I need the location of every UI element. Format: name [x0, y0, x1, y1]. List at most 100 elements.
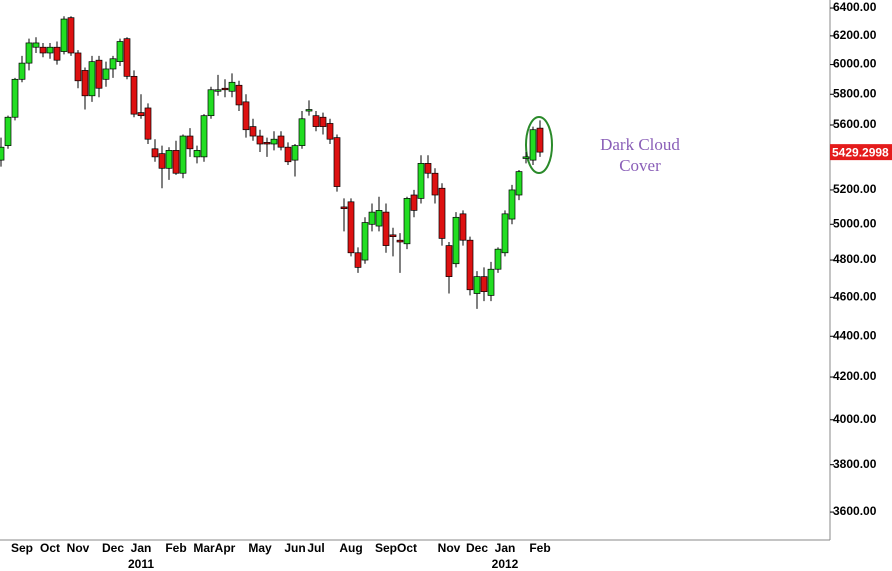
candle-body [382, 211, 390, 246]
candle-body [25, 42, 33, 64]
x-tick-label: Oct [40, 541, 60, 555]
candle-body [459, 213, 467, 241]
candle-body [186, 135, 194, 150]
x-tick-label: Apr [215, 541, 236, 555]
candle-body [67, 17, 75, 54]
candle-body [144, 107, 152, 140]
candle-body [221, 87, 229, 91]
x-tick-label: Feb [165, 541, 186, 555]
candle-body [424, 163, 432, 174]
candle-body [480, 276, 488, 292]
candle-body [242, 101, 250, 131]
x-tick-label: May [248, 541, 272, 555]
candle-body [312, 115, 320, 127]
candle-body [438, 187, 446, 239]
annotation: Dark Cloud [600, 135, 680, 154]
candle-body [361, 222, 369, 261]
x-tick-label: Mar [193, 541, 215, 555]
candle-body [452, 216, 460, 265]
x-tick-label: Nov [438, 541, 461, 555]
candle-body [228, 81, 236, 92]
y-tick-label: 6000.00 [833, 57, 877, 71]
candle-body [466, 239, 474, 291]
x-tick-label: Jul [307, 541, 324, 555]
candle-body [375, 210, 383, 227]
x-tick-label: Dec [466, 541, 488, 555]
candle-body [536, 127, 544, 153]
candle-body [431, 172, 439, 196]
candle-body [473, 276, 481, 294]
candle-body [179, 135, 187, 174]
x-tick-label: Sep [375, 541, 397, 555]
candle-body [249, 126, 257, 137]
candle-body [88, 61, 96, 97]
y-tick-label: 5200.00 [833, 182, 877, 196]
candle-body [522, 156, 530, 159]
candle-body [529, 129, 537, 161]
y-tick-label: 4000.00 [833, 412, 877, 426]
candle-body [368, 211, 376, 225]
last-price-box [830, 144, 892, 161]
candle-body [207, 89, 215, 117]
candle-body [277, 135, 285, 148]
candle-body [501, 213, 509, 254]
candle-body [445, 245, 453, 277]
candle-body [319, 116, 327, 127]
candle-body [235, 84, 243, 106]
y-tick-label: 4200.00 [833, 369, 877, 383]
x-tick-label: Jun [284, 541, 305, 555]
candle-body [347, 201, 355, 254]
candle-body [515, 171, 523, 196]
candle-body [4, 116, 12, 146]
x-tick-label: Jan [495, 541, 516, 555]
candle-body [172, 150, 180, 174]
candle-body [102, 68, 110, 80]
candle-body [410, 194, 418, 211]
y-tick-label: 5800.00 [833, 86, 877, 100]
year-label: 2012 [492, 557, 519, 571]
candle-body [284, 146, 292, 163]
y-tick-label: 5600.00 [833, 117, 877, 131]
candle-body [32, 42, 40, 48]
y-tick-label: 5000.00 [833, 216, 877, 230]
candle-body [81, 70, 89, 97]
x-tick-label: Aug [339, 541, 362, 555]
last-price-label: 5429.2998 [832, 145, 889, 159]
candle-body [256, 135, 264, 145]
x-tick-label: Oct [397, 541, 417, 555]
candle-body [487, 268, 495, 296]
candle-body [11, 78, 19, 118]
candle-body [60, 18, 68, 52]
candle-body [340, 206, 348, 210]
candle-body [165, 150, 173, 169]
candle-body [333, 137, 341, 187]
candle-body [130, 75, 138, 115]
y-tick-label: 3800.00 [833, 457, 877, 471]
candle-body [137, 112, 145, 117]
annotation: Cover [619, 156, 661, 175]
candle-body [46, 46, 54, 54]
candle-body [109, 58, 117, 70]
candle-body [123, 38, 131, 77]
x-tick-label: Dec [102, 541, 124, 555]
candle-body [508, 189, 516, 220]
candle-body [396, 239, 404, 243]
candle-body [193, 150, 201, 158]
y-tick-label: 4600.00 [833, 290, 877, 304]
highlight-ellipse [525, 116, 553, 174]
candle-body [305, 109, 313, 112]
candle-body [18, 62, 26, 80]
x-tick-label: Jan [131, 541, 152, 555]
y-tick-label: 3600.00 [833, 504, 877, 518]
y-tick-label: 4400.00 [833, 328, 877, 342]
candle-body [291, 145, 299, 161]
candle-body [389, 234, 397, 237]
candle-body [39, 46, 47, 54]
y-tick-label: 6400.00 [833, 0, 877, 14]
candle-body [263, 142, 271, 145]
candle-body [403, 198, 411, 245]
candle-body [200, 115, 208, 158]
candle-body [116, 41, 124, 63]
candle-body [158, 153, 166, 169]
